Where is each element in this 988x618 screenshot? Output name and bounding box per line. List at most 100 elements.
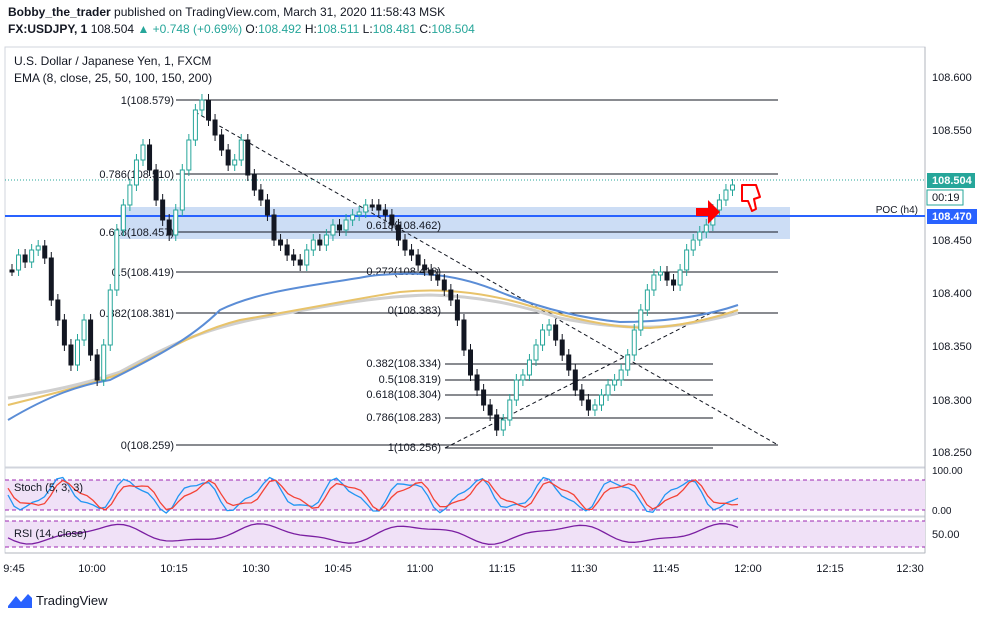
- candle-body: [481, 389, 487, 406]
- candle-body: [219, 134, 225, 151]
- candle-body: [61, 319, 67, 346]
- last-price: 108.504: [90, 22, 135, 36]
- candle-body: [330, 224, 336, 236]
- candle-body: [553, 324, 559, 341]
- time-tick: 10:15: [160, 563, 188, 575]
- candlesticks: [9, 94, 735, 436]
- candle-body: [546, 324, 552, 331]
- candle-body: [81, 319, 87, 341]
- candle-body: [238, 139, 244, 161]
- candle-body: [690, 239, 696, 251]
- time-tick: 12:15: [816, 563, 844, 575]
- fib-left-0382: 0.382(108.381): [99, 308, 174, 320]
- fib-right-0618: 0.618(108.304): [366, 389, 441, 401]
- candle-body: [48, 257, 54, 301]
- candle-body: [671, 279, 677, 286]
- candle-body: [75, 339, 80, 366]
- time-tick: 10:45: [324, 563, 352, 575]
- candle-body: [382, 209, 388, 216]
- chart-title[interactable]: U.S. Dollar / Japanese Yen, 1, FXCM: [14, 54, 211, 68]
- stoch-k-line: [7, 476, 739, 514]
- fib-trend-line-up: [444, 311, 714, 449]
- publish-info: Bobby_the_trader published on TradingVie…: [8, 5, 445, 19]
- candle-body: [454, 299, 460, 321]
- candle-body: [500, 419, 506, 431]
- price-change: +0.748 (+0.69%): [152, 22, 243, 36]
- candle-body: [337, 224, 342, 231]
- fib-right-0786: 0.786(108.283): [366, 412, 441, 424]
- candle-body: [441, 279, 447, 291]
- candle-body: [599, 394, 604, 406]
- fib-right-05: 0.5(108.319): [379, 374, 441, 386]
- candle-body: [42, 245, 48, 259]
- time-tick: 10:30: [242, 563, 270, 575]
- up-triangle-icon: ▲: [137, 22, 150, 36]
- low-label: L:: [362, 22, 373, 36]
- open-value: 108.492: [258, 22, 302, 36]
- candle-body: [664, 271, 670, 281]
- candle-body: [592, 404, 598, 411]
- stoch-label[interactable]: Stoch (5, 3, 3): [14, 482, 83, 494]
- time-tick: 12:30: [896, 563, 924, 575]
- candle-body: [173, 209, 179, 236]
- candle-body: [232, 159, 238, 166]
- close-label: C:: [419, 22, 432, 36]
- candle-body: [258, 189, 264, 201]
- author-name[interactable]: Bobby_the_trader: [8, 5, 111, 19]
- candle-body: [409, 249, 415, 256]
- high-label: H:: [304, 22, 317, 36]
- fib-mid-0618: 0.618(108.462): [366, 220, 441, 232]
- candle-body: [579, 389, 585, 401]
- time-tick: 12:00: [734, 563, 762, 575]
- candle-body: [526, 359, 532, 376]
- time-tick: 11:45: [653, 563, 680, 575]
- price-tick: 108.250: [932, 447, 972, 459]
- fib-left-05: 0.5(108.419): [112, 267, 174, 279]
- candle-body: [297, 259, 303, 266]
- candle-body: [147, 144, 153, 171]
- candle-body: [376, 204, 382, 211]
- candle-body: [533, 344, 539, 361]
- candle-body: [625, 354, 631, 371]
- poc-value: 108.470: [932, 211, 972, 223]
- tradingview-brand[interactable]: TradingView: [8, 592, 108, 608]
- stoch-tick: 100.00: [932, 466, 963, 477]
- candle-body: [350, 214, 356, 221]
- candle-body: [369, 204, 375, 208]
- price-tick: 108.600: [932, 72, 972, 84]
- high-value: 108.511: [316, 22, 360, 36]
- candle-body: [572, 369, 578, 391]
- ema-50-line: [7, 272, 739, 421]
- candle-body: [16, 254, 22, 271]
- candle-body: [684, 249, 690, 271]
- rsi-label[interactable]: RSI (14, close): [14, 528, 87, 540]
- ema-legend[interactable]: EMA (8, close, 25, 50, 100, 150, 200): [14, 71, 212, 85]
- candle-body: [448, 289, 454, 301]
- fib-left-1: 1(108.579): [121, 95, 174, 107]
- published-text: published on TradingView.com, March 31, …: [114, 5, 446, 19]
- arrow-right-icon: [696, 200, 720, 224]
- candle-body: [107, 289, 113, 346]
- candle-body: [605, 384, 611, 396]
- candle-body: [513, 379, 519, 401]
- candle-body: [677, 269, 683, 286]
- candle-body: [127, 184, 133, 206]
- fib-right-0382: 0.382(108.334): [366, 358, 441, 370]
- candle-body: [415, 254, 421, 266]
- candle-body: [703, 224, 709, 233]
- candle-body: [251, 174, 257, 191]
- price-tick: 108.400: [932, 288, 972, 300]
- candle-body: [186, 139, 192, 171]
- candle-body: [487, 404, 493, 416]
- candle-body: [343, 219, 349, 231]
- candle-body: [278, 239, 284, 246]
- candle-body: [356, 211, 362, 216]
- symbol-info: FX:USDJPY, 1 108.504 ▲ +0.748 (+0.69%) O…: [8, 22, 475, 36]
- symbol-name[interactable]: FX:USDJPY, 1: [8, 22, 88, 36]
- thumbs-down-icon: [741, 184, 761, 212]
- candle-body: [212, 119, 218, 136]
- candle-body: [323, 234, 329, 246]
- time-tick: 9:45: [3, 563, 24, 575]
- price-tick: 108.450: [932, 235, 972, 247]
